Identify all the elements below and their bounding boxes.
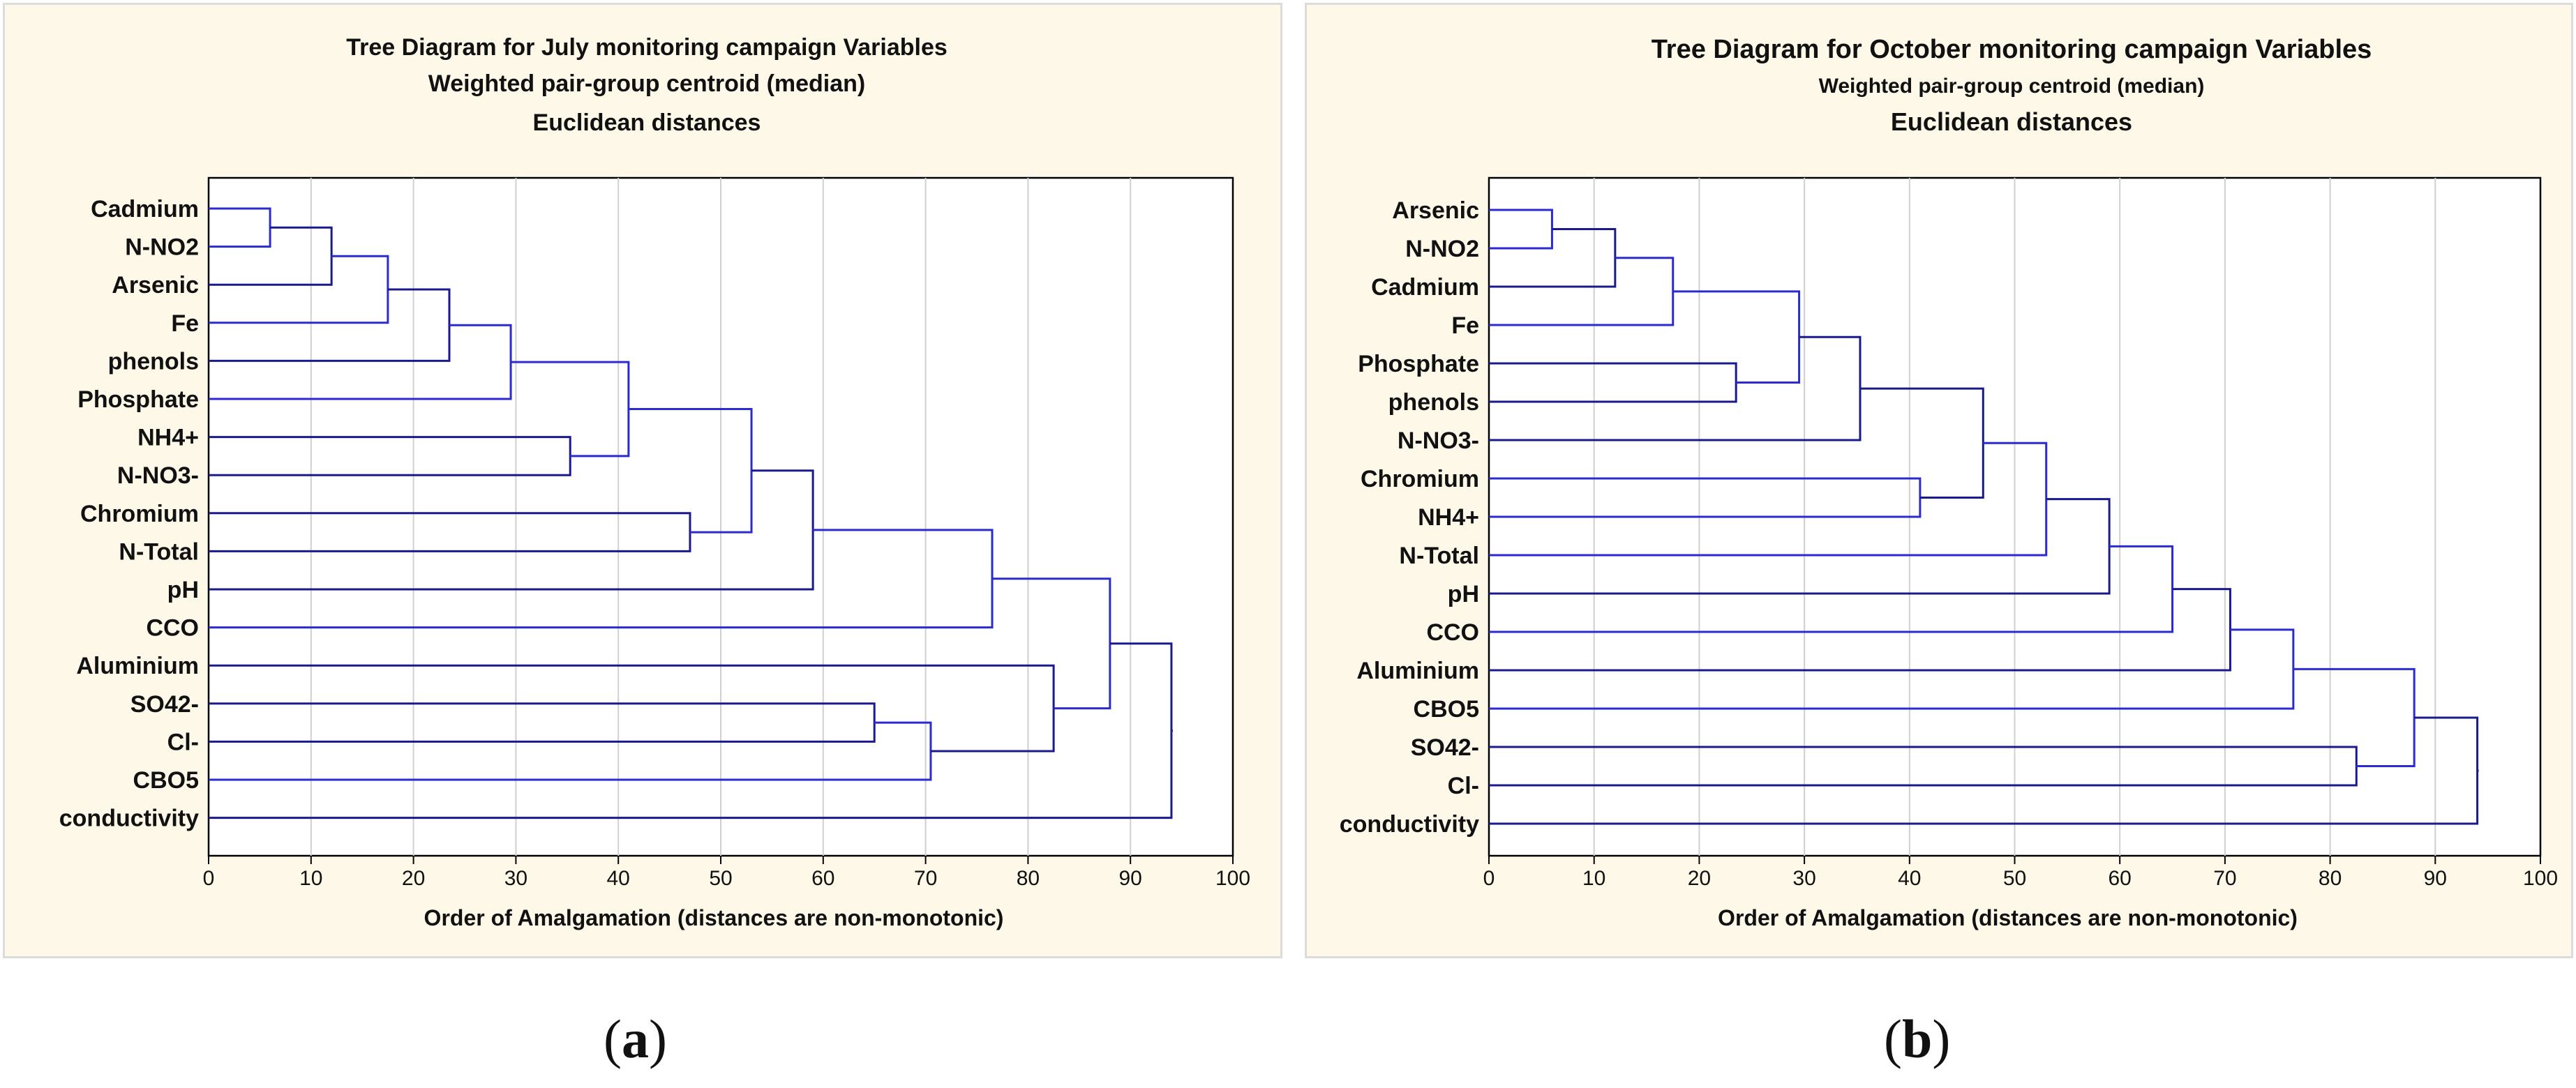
- x-tick-label: 70: [914, 867, 937, 890]
- caption-b: (b): [1884, 1008, 1951, 1069]
- variable-label: N-Total: [1399, 543, 1479, 569]
- x-tick-label: 10: [1582, 867, 1605, 890]
- dendrogram-link: [1489, 628, 2295, 710]
- chart-subtitle: Euclidean distances: [1891, 107, 2132, 136]
- variable-label: Cl-: [1448, 773, 1479, 799]
- variable-label: conductivity: [59, 806, 199, 832]
- variable-label: pH: [1448, 581, 1479, 607]
- variable-label: Aluminium: [76, 653, 199, 679]
- x-tick-label: 90: [1119, 867, 1142, 890]
- x-tick-label: 50: [709, 867, 732, 890]
- dendrogram-link: [1489, 498, 2111, 595]
- dendrogram-link: [2293, 667, 2416, 767]
- variable-label: N-NO3-: [1398, 428, 1479, 454]
- chart-subtitle: Weighted pair-group centroid (median): [1819, 75, 2205, 98]
- variable-label: N-NO2: [125, 234, 199, 261]
- x-tick-label: 50: [2003, 867, 2026, 890]
- dendrogram-link: [1489, 209, 1553, 250]
- x-tick-label: 100: [2523, 867, 2558, 890]
- x-tick-label: 80: [1017, 867, 1040, 890]
- x-tick-label: 10: [299, 867, 322, 890]
- x-tick-label: 90: [2424, 867, 2447, 890]
- variable-label: pH: [167, 577, 199, 603]
- x-tick-label: 60: [811, 867, 834, 890]
- variable-label: CBO5: [133, 767, 199, 794]
- dendrogram-chart-july: Tree Diagram for July monitoring campaig…: [59, 34, 1250, 930]
- caption-a: (a): [604, 1008, 667, 1069]
- variable-label: Phosphate: [77, 386, 199, 413]
- variable-label: N-NO3-: [117, 462, 199, 489]
- dendrogram-link: [1672, 290, 1801, 384]
- x-tick-label: 30: [504, 867, 527, 890]
- variable-label: Fe: [171, 310, 199, 337]
- variable-label: Chromium: [1361, 466, 1479, 492]
- chart-title: Tree Diagram for July monitoring campaig…: [346, 34, 948, 61]
- chart-subtitle: Weighted pair-group centroid (median): [428, 70, 866, 97]
- variable-label: conductivity: [1340, 811, 1479, 838]
- dendrogram-link: [1489, 335, 1862, 441]
- x-tick-label: 40: [1898, 867, 1921, 890]
- chart-subtitle: Euclidean distances: [533, 109, 761, 136]
- variable-label: NH4+: [1418, 504, 1479, 531]
- x-tick-label: 60: [2109, 867, 2132, 890]
- variable-label: Arsenic: [1392, 197, 1479, 224]
- x-axis-label: Order of Amalgamation (distances are non…: [424, 905, 1004, 930]
- variable-label: Cl-: [167, 729, 199, 755]
- dendrogram-chart-october: Tree Diagram for October monitoring camp…: [1340, 35, 2558, 930]
- variable-label: SO42-: [1411, 734, 1479, 761]
- variable-label: Aluminium: [1356, 658, 1479, 684]
- x-axis-label: Order of Amalgamation (distances are non…: [1718, 905, 2298, 930]
- variable-label: NH4+: [137, 425, 199, 451]
- variable-label: Fe: [1451, 312, 1479, 339]
- x-tick-label: 20: [402, 867, 425, 890]
- x-tick-label: 40: [607, 867, 630, 890]
- variable-label: CCO: [146, 615, 199, 642]
- variable-label: N-Total: [119, 538, 199, 565]
- dendrogram-panel-october: Tree Diagram for October monitoring camp…: [1305, 3, 2573, 958]
- dendrogram-panel-july: Tree Diagram for July monitoring campaig…: [3, 3, 1282, 958]
- variable-label: N-NO2: [1405, 236, 1479, 262]
- x-tick-label: 80: [2319, 867, 2342, 890]
- variable-label: Arsenic: [112, 272, 199, 299]
- chart-title: Tree Diagram for October monitoring camp…: [1652, 35, 2372, 64]
- variable-label: Cadmium: [1371, 274, 1479, 301]
- variable-label: phenols: [1388, 389, 1479, 416]
- x-tick-label: 0: [1483, 867, 1495, 890]
- variable-label: SO42-: [130, 691, 199, 718]
- x-tick-label: 0: [203, 867, 215, 890]
- x-tick-label: 100: [1215, 867, 1250, 890]
- variable-label: Cadmium: [91, 196, 199, 222]
- x-tick-label: 70: [2213, 867, 2236, 890]
- variable-label: phenols: [108, 348, 199, 375]
- x-tick-label: 30: [1792, 867, 1815, 890]
- variable-label: CCO: [1426, 619, 1479, 646]
- x-tick-label: 20: [1688, 867, 1711, 890]
- variable-label: Chromium: [80, 501, 199, 527]
- variable-label: CBO5: [1414, 696, 1479, 723]
- variable-label: Phosphate: [1358, 351, 1479, 377]
